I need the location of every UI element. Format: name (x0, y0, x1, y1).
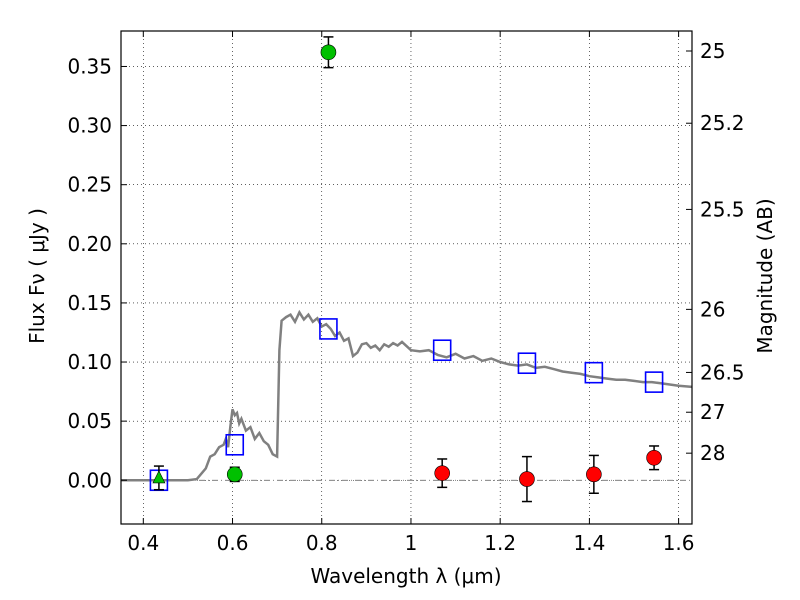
x-tick-label: 0.8 (306, 531, 338, 555)
x-tick-label: 1.4 (573, 531, 605, 555)
upper-limit-marker (152, 470, 166, 484)
observed-flux-marker (586, 466, 602, 483)
y-tick-label: 0.25 (67, 173, 112, 197)
model-photometry-marker (225, 433, 245, 456)
x-axis-label: Wavelength λ (μm) (310, 564, 501, 588)
right-tick-labels: 25 25.2 25.5 26 26.5 27 28 (700, 39, 745, 465)
model-sed-curve (121, 309, 693, 482)
y-tick-label: 0.35 (67, 54, 112, 78)
x-tick-label: 0.6 (217, 531, 249, 555)
plot-frame (120, 30, 693, 525)
right-tick-label: 25.5 (700, 197, 745, 221)
x-tick-label: 1.2 (484, 531, 516, 555)
axis-ticks (121, 31, 692, 524)
y-axis-label: Flux Fν ( μJy ) (25, 208, 49, 344)
observed-flux-marker (646, 449, 662, 466)
y-tick-label: 0.20 (67, 232, 112, 256)
x-tick-labels: 0.4 0.6 0.8 1 1.2 1.4 1.6 (127, 531, 694, 555)
model-photometry-marker (517, 352, 537, 375)
grid-lines (121, 31, 692, 524)
x-tick-label: 1 (405, 531, 418, 555)
right-tick-label: 25 (700, 39, 725, 63)
y-tick-label: 0.30 (67, 114, 112, 138)
y-tick-labels: 0.00 0.05 0.10 0.15 0.20 0.25 0.30 0.35 (67, 54, 112, 492)
right-axis-label: Magnitude (AB) (753, 198, 777, 353)
observed-flux-marker (434, 465, 450, 481)
model-photometry-marker (644, 371, 664, 393)
x-tick-label: 0.4 (127, 531, 159, 555)
observed-flux-marker (320, 44, 337, 61)
y-tick-label: 0.10 (67, 350, 112, 374)
observed-flux-marker (226, 466, 243, 483)
model-photometry-marker (319, 318, 338, 340)
right-tick-label: 26 (700, 297, 725, 321)
observed-flux-marker (519, 471, 535, 487)
y-tick-label: 0.15 (67, 291, 112, 315)
right-tick-label: 27 (700, 400, 725, 424)
y-tick-label: 0.00 (67, 468, 112, 492)
x-tick-label: 1.6 (663, 531, 695, 555)
right-tick-label: 25.2 (700, 111, 745, 135)
y-tick-label: 0.05 (67, 409, 112, 433)
right-tick-label: 28 (700, 441, 725, 465)
model-photometry-marker (432, 339, 452, 362)
right-tick-label: 26.5 (700, 360, 745, 384)
model-photometry-marker (584, 361, 604, 384)
data-points (149, 36, 664, 503)
